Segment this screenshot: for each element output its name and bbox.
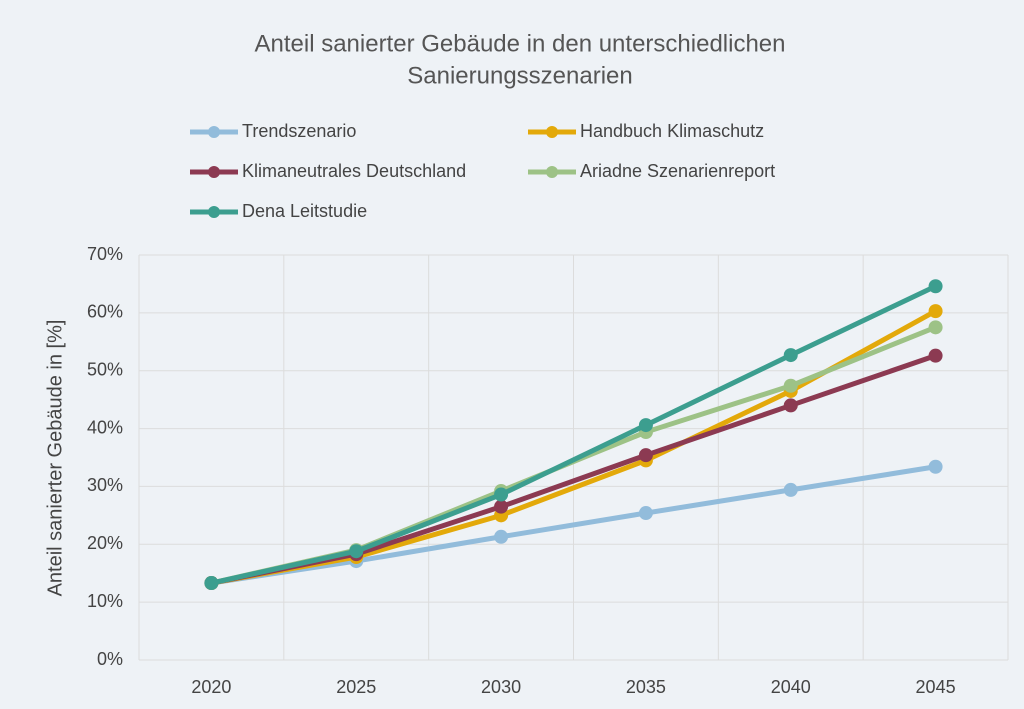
point xyxy=(638,506,653,521)
point xyxy=(349,544,364,559)
x-tick-label: 2035 xyxy=(626,677,666,697)
y-axis-label: Anteil sanierter Gebäude in [%] xyxy=(44,320,66,597)
point xyxy=(928,459,943,474)
point xyxy=(783,398,798,413)
legend-marker xyxy=(546,166,558,178)
point xyxy=(928,320,943,335)
y-tick-label: 20% xyxy=(87,533,123,553)
x-tick-label: 2045 xyxy=(916,677,956,697)
y-tick-label: 10% xyxy=(87,591,123,611)
point xyxy=(494,499,509,514)
point xyxy=(638,418,653,433)
point xyxy=(783,348,798,363)
legend-marker xyxy=(208,166,220,178)
legend-label: Trendszenario xyxy=(242,121,356,141)
y-tick-label: 30% xyxy=(87,475,123,495)
point xyxy=(928,279,943,294)
chart-title: Anteil sanierter Gebäude in den untersch… xyxy=(254,30,785,57)
legend-label: Ariadne Szenarienreport xyxy=(580,161,775,181)
x-tick-label: 2040 xyxy=(771,677,811,697)
x-tick-label: 2020 xyxy=(191,677,231,697)
point xyxy=(783,378,798,393)
series-line xyxy=(210,283,937,586)
y-tick-label: 70% xyxy=(87,244,123,264)
x-tick-label: 2030 xyxy=(481,677,521,697)
chart-title: Sanierungsszenarien xyxy=(407,62,632,89)
legend-label: Klimaneutrales Deutschland xyxy=(242,161,466,181)
y-tick-label: 50% xyxy=(87,359,123,379)
series-line xyxy=(211,464,936,586)
legend-label: Dena Leitstudie xyxy=(242,201,367,221)
legend-marker xyxy=(208,126,220,138)
point xyxy=(638,448,653,463)
legend-label: Handbuch Klimaschutz xyxy=(580,121,764,141)
point xyxy=(928,304,943,319)
point xyxy=(204,576,219,591)
point xyxy=(783,482,798,497)
x-tick-label: 2025 xyxy=(336,677,376,697)
point xyxy=(928,348,943,363)
point xyxy=(494,487,509,502)
point xyxy=(494,529,509,544)
legend-marker xyxy=(208,206,220,218)
y-tick-label: 40% xyxy=(87,417,123,437)
y-tick-label: 0% xyxy=(97,649,123,669)
y-tick-label: 60% xyxy=(87,302,123,322)
legend-marker xyxy=(546,126,558,138)
